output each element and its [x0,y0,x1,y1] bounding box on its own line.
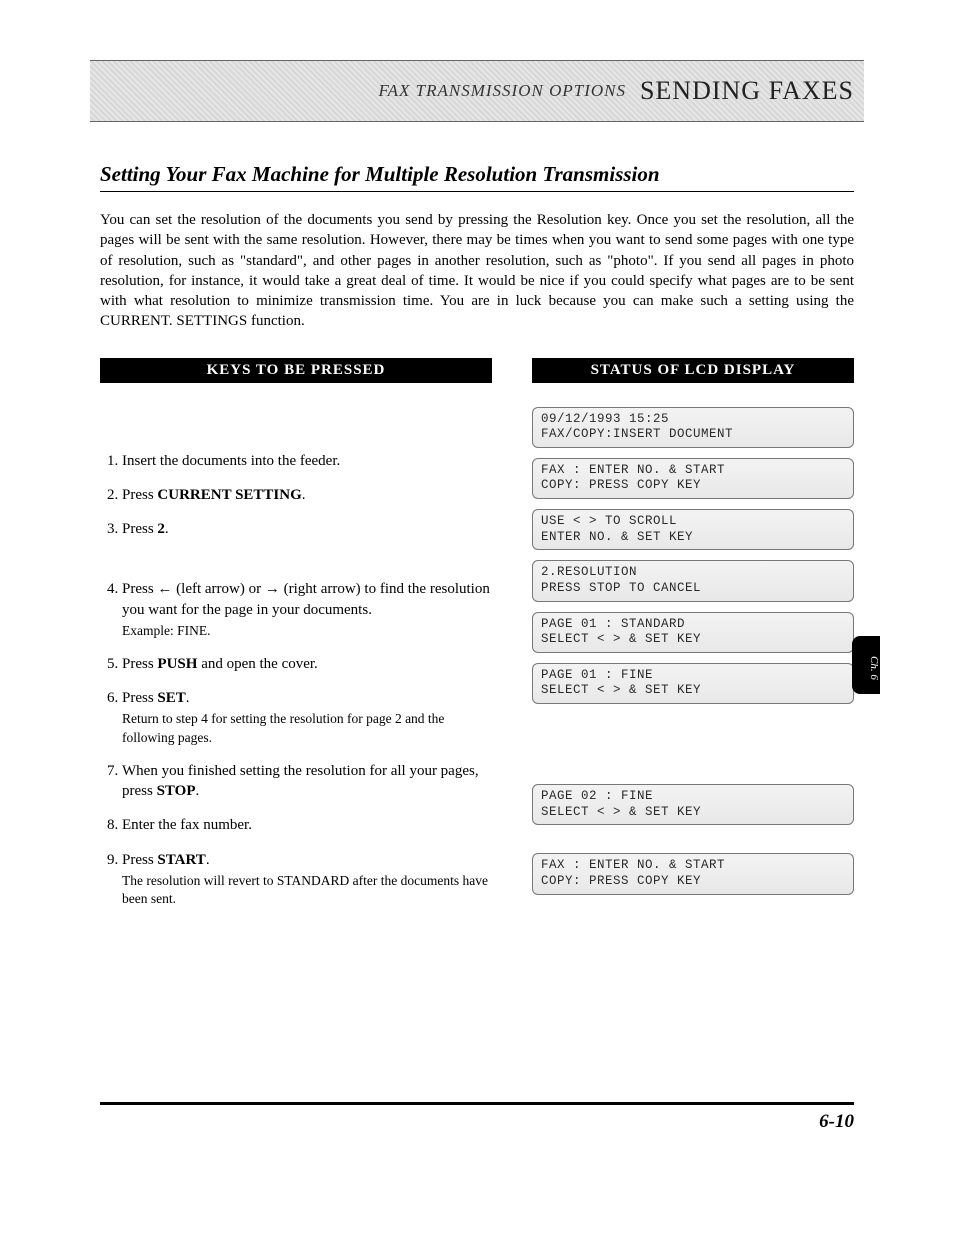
lcd-display-1: 09/12/1993 15:25 FAX/COPY:INSERT DOCUMEN… [532,407,854,448]
step-6: Press SET. Return to step 4 for setting … [122,688,492,747]
step-1: Insert the documents into the feeder. [122,451,492,471]
banner-subtitle: FAX TRANSMISSION OPTIONS [378,81,626,101]
lcd-display-7: PAGE 02 : FINE SELECT < > & SET KEY [532,784,854,825]
step-9: Press START. The resolution will revert … [122,850,492,909]
step-8: Enter the fax number. [122,815,492,835]
step-5: Press PUSH and open the cover. [122,654,492,674]
step-2: Press CURRENT SETTING. [122,485,492,505]
steps-list: Insert the documents into the feeder. Pr… [100,451,492,909]
step-3: Press 2. [122,519,492,539]
lcd-display-5: PAGE 01 : STANDARD SELECT < > & SET KEY [532,612,854,653]
banner-title: SENDING FAXES [640,76,854,106]
lcd-display-3: USE < > TO SCROLL ENTER NO. & SET KEY [532,509,854,550]
intro-paragraph: You can set the resolution of the docume… [100,210,854,332]
lcd-display-4: 2.RESOLUTION PRESS STOP TO CANCEL [532,560,854,601]
lcd-display-8: FAX : ENTER NO. & START COPY: PRESS COPY… [532,853,854,894]
step-4: Press ← (left arrow) or → (right arrow) … [122,579,492,640]
left-column-header: KEYS TO BE PRESSED [100,358,492,383]
step-7: When you finished setting the resolution… [122,761,492,802]
page-number: 6-10 [819,1111,854,1132]
page-banner: FAX TRANSMISSION OPTIONS SENDING FAXES [90,60,864,122]
section-title: Setting Your Fax Machine for Multiple Re… [100,162,854,192]
chapter-thumb-tab: Ch. 6 [852,636,880,694]
lcd-display-6: PAGE 01 : FINE SELECT < > & SET KEY [532,663,854,704]
page-footer: 6-10 [100,1102,854,1133]
lcd-display-2: FAX : ENTER NO. & START COPY: PRESS COPY… [532,458,854,499]
right-column-header: STATUS OF LCD DISPLAY [532,358,854,383]
